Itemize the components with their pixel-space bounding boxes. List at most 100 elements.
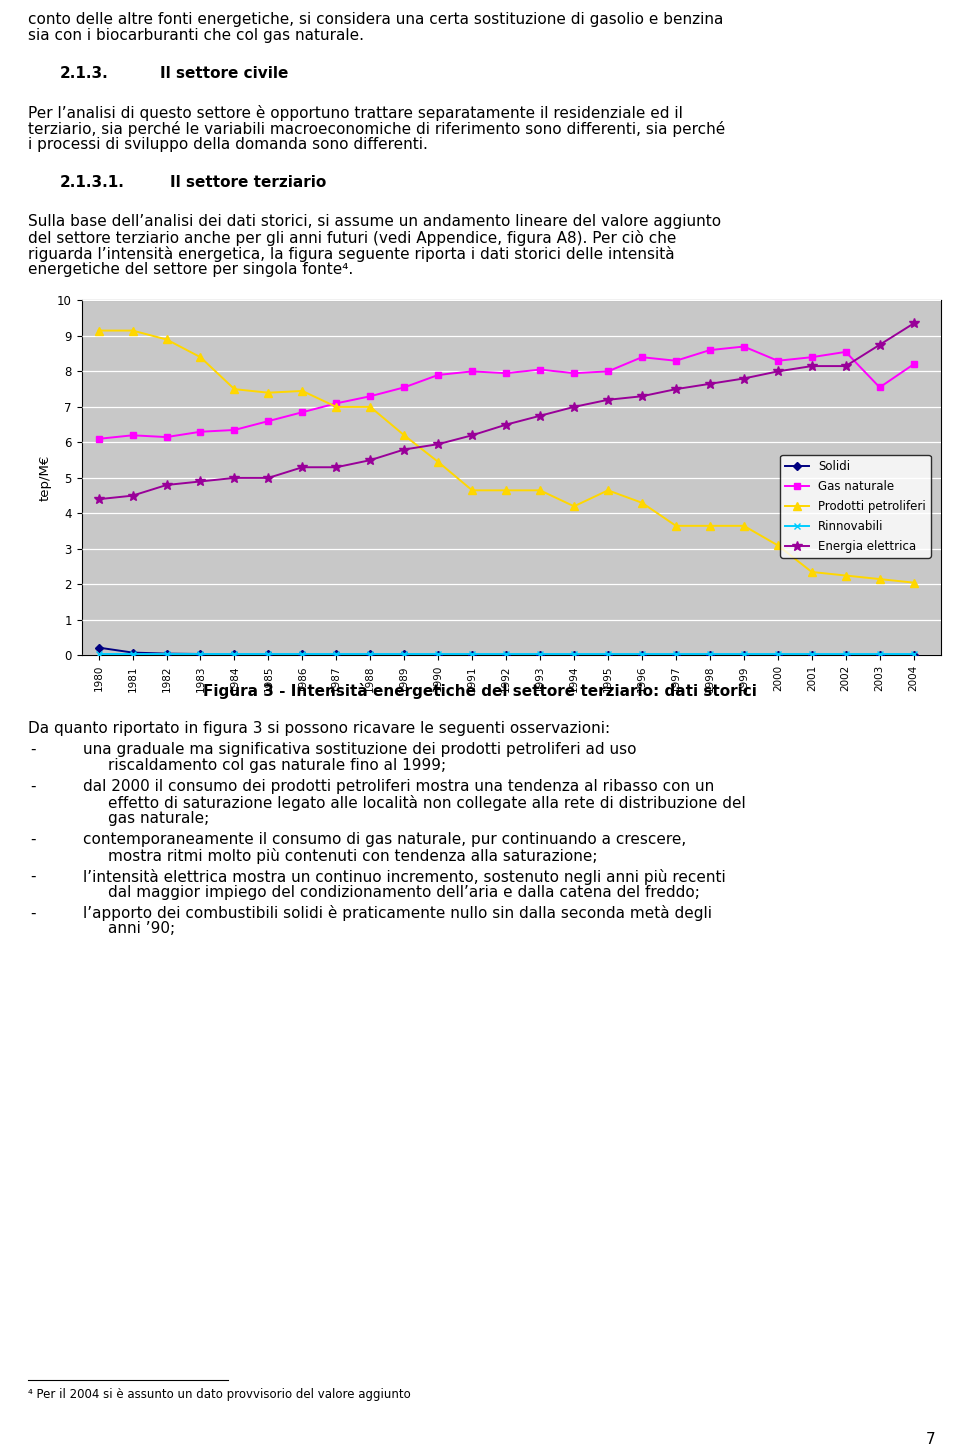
Text: riguarda l’intensità energetica, la figura seguente riporta i dati storici delle: riguarda l’intensità energetica, la figu… bbox=[28, 245, 675, 261]
Solidi bbox=[467, 647, 478, 664]
Y-axis label: tep/M€: tep/M€ bbox=[38, 455, 52, 502]
Solidi bbox=[500, 647, 512, 664]
Text: terziario, sia perché le variabili macroeconomiche di riferimento sono different: terziario, sia perché le variabili macro… bbox=[28, 120, 725, 136]
Rinnovabili bbox=[602, 645, 613, 663]
Solidi bbox=[806, 647, 818, 664]
Rinnovabili bbox=[467, 645, 478, 663]
Rinnovabili bbox=[806, 645, 818, 663]
Text: 2.1.3.: 2.1.3. bbox=[60, 67, 108, 81]
Rinnovabili bbox=[160, 645, 172, 663]
Text: Figura 3 - Intensità energetiche del settore terziario: dati storici: Figura 3 - Intensità energetiche del set… bbox=[204, 683, 756, 699]
Energia elettrica bbox=[535, 407, 546, 425]
Prodotti petroliferi bbox=[297, 383, 308, 400]
Gas naturale bbox=[398, 378, 410, 396]
Text: -: - bbox=[30, 779, 36, 795]
Solidi bbox=[772, 647, 783, 664]
Solidi bbox=[568, 647, 580, 664]
Solidi bbox=[636, 647, 648, 664]
Solidi bbox=[432, 647, 444, 664]
Text: Sulla base dell’analisi dei dati storici, si assume un andamento lineare del val: Sulla base dell’analisi dei dati storici… bbox=[28, 213, 721, 229]
Energia elettrica bbox=[432, 435, 444, 452]
Gas naturale bbox=[806, 348, 818, 365]
Rinnovabili bbox=[195, 645, 206, 663]
Prodotti petroliferi bbox=[263, 384, 275, 402]
Prodotti petroliferi bbox=[398, 426, 410, 444]
Gas naturale bbox=[568, 364, 580, 381]
Prodotti petroliferi bbox=[432, 454, 444, 471]
Solidi bbox=[840, 647, 852, 664]
Text: ⁴ Per il 2004 si è assunto un dato provvisorio del valore aggiunto: ⁴ Per il 2004 si è assunto un dato provv… bbox=[28, 1388, 411, 1401]
Gas naturale bbox=[874, 378, 885, 396]
Energia elettrica bbox=[127, 487, 138, 505]
Energia elettrica bbox=[738, 370, 750, 387]
Energia elettrica bbox=[806, 357, 818, 374]
Gas naturale bbox=[127, 426, 138, 444]
Text: mostra ritmi molto più contenuti con tendenza alla saturazione;: mostra ritmi molto più contenuti con ten… bbox=[108, 848, 597, 864]
Rinnovabili bbox=[670, 645, 682, 663]
Rinnovabili bbox=[365, 645, 376, 663]
Text: del settore terziario anche per gli anni futuri (vedi Appendice, figura A8). Per: del settore terziario anche per gli anni… bbox=[28, 229, 677, 245]
Prodotti petroliferi bbox=[127, 322, 138, 339]
Text: una graduale ma significativa sostituzione dei prodotti petroliferi ad uso: una graduale ma significativa sostituzio… bbox=[83, 742, 636, 757]
Energia elettrica bbox=[568, 399, 580, 416]
Gas naturale bbox=[160, 428, 172, 445]
Rinnovabili bbox=[228, 645, 240, 663]
Prodotti petroliferi bbox=[874, 570, 885, 587]
Text: 7: 7 bbox=[925, 1433, 935, 1447]
Text: gas naturale;: gas naturale; bbox=[108, 811, 209, 826]
Text: Il settore civile: Il settore civile bbox=[160, 67, 288, 81]
Text: -: - bbox=[30, 742, 36, 757]
Solidi bbox=[398, 645, 410, 663]
Text: dal 2000 il consumo dei prodotti petroliferi mostra una tendenza al ribasso con : dal 2000 il consumo dei prodotti petroli… bbox=[83, 779, 714, 795]
Prodotti petroliferi bbox=[467, 481, 478, 499]
Text: conto delle altre fonti energetiche, si considera una certa sostituzione di gaso: conto delle altre fonti energetiche, si … bbox=[28, 12, 724, 28]
Text: -: - bbox=[30, 832, 36, 847]
Rinnovabili bbox=[297, 645, 308, 663]
Gas naturale bbox=[535, 361, 546, 378]
Prodotti petroliferi bbox=[908, 574, 920, 592]
Rinnovabili bbox=[738, 645, 750, 663]
Rinnovabili bbox=[772, 645, 783, 663]
Prodotti petroliferi bbox=[228, 380, 240, 397]
Gas naturale bbox=[365, 387, 376, 405]
Solidi bbox=[365, 645, 376, 663]
Energia elettrica bbox=[840, 357, 852, 374]
Line: Rinnovabili: Rinnovabili bbox=[95, 650, 917, 657]
Text: Il settore terziario: Il settore terziario bbox=[170, 175, 326, 190]
Solidi bbox=[330, 645, 342, 663]
Text: sia con i biocarburanti che col gas naturale.: sia con i biocarburanti che col gas natu… bbox=[28, 28, 364, 44]
Energia elettrica bbox=[704, 376, 715, 393]
Line: Gas naturale: Gas naturale bbox=[95, 344, 917, 442]
Gas naturale bbox=[840, 344, 852, 361]
Gas naturale bbox=[330, 394, 342, 412]
Prodotti petroliferi bbox=[365, 399, 376, 416]
Gas naturale bbox=[636, 348, 648, 365]
Gas naturale bbox=[297, 403, 308, 420]
Energia elettrica bbox=[602, 392, 613, 409]
Solidi bbox=[127, 644, 138, 661]
Rinnovabili bbox=[500, 645, 512, 663]
Solidi bbox=[297, 645, 308, 663]
Text: l’intensità elettrica mostra un continuo incremento, sostenuto negli anni più re: l’intensità elettrica mostra un continuo… bbox=[83, 869, 726, 884]
Text: anni ’90;: anni ’90; bbox=[108, 921, 175, 937]
Prodotti petroliferi bbox=[602, 481, 613, 499]
Gas naturale bbox=[738, 338, 750, 355]
Solidi bbox=[670, 647, 682, 664]
Text: l’apporto dei combustibili solidi è praticamente nullo sin dalla seconda metà de: l’apporto dei combustibili solidi è prat… bbox=[83, 905, 712, 921]
Solidi bbox=[874, 647, 885, 664]
Text: -: - bbox=[30, 869, 36, 883]
Prodotti petroliferi bbox=[670, 518, 682, 535]
Rinnovabili bbox=[93, 645, 105, 663]
Solidi bbox=[535, 647, 546, 664]
Solidi bbox=[704, 647, 715, 664]
Energia elettrica bbox=[93, 490, 105, 507]
Solidi bbox=[263, 645, 275, 663]
Energia elettrica bbox=[398, 441, 410, 458]
Line: Prodotti petroliferi: Prodotti petroliferi bbox=[94, 326, 918, 587]
Rinnovabili bbox=[636, 645, 648, 663]
Energia elettrica bbox=[160, 476, 172, 493]
Rinnovabili bbox=[432, 645, 444, 663]
Rinnovabili bbox=[535, 645, 546, 663]
Energia elettrica bbox=[636, 387, 648, 405]
Energia elettrica bbox=[908, 315, 920, 332]
